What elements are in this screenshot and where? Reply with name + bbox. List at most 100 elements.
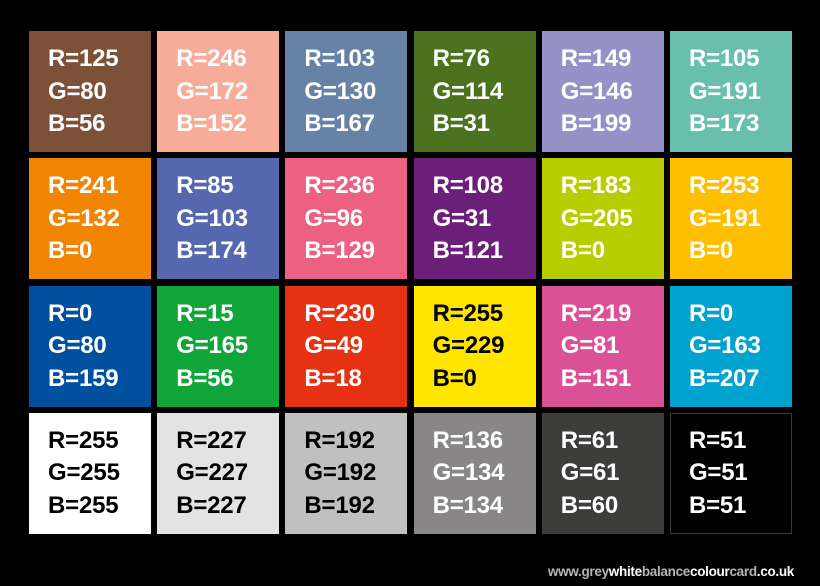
swatch-r-value: R=51 <box>688 426 747 454</box>
swatch-g-value: G=191 <box>688 77 761 105</box>
swatch-r-value: R=0 <box>688 299 734 327</box>
colour-swatch: R=105 G=191 B=173 <box>669 31 792 152</box>
colour-swatch: R=183 G=205 B=0 <box>541 158 664 280</box>
colour-swatch: R=103 G=130 B=167 <box>285 31 408 152</box>
colour-swatch: R=125 G=80 B=56 <box>29 31 151 152</box>
swatch-b-value: B=192 <box>304 491 375 519</box>
swatch-b-value: B=129 <box>304 237 375 265</box>
swatch-g-value: G=163 <box>688 332 761 360</box>
swatch-g-value: G=229 <box>432 332 505 360</box>
swatch-b-value: B=134 <box>432 491 504 519</box>
colour-swatch: R=255 G=255 B=255 <box>29 412 151 534</box>
colour-swatch: R=136 G=134 B=134 <box>413 412 536 534</box>
swatch-b-value: B=151 <box>560 364 632 392</box>
swatch-b-value: B=18 <box>304 364 362 392</box>
swatch-b-value: B=0 <box>560 237 605 265</box>
colour-swatch: R=227 G=227 B=227 <box>157 412 280 534</box>
swatch-g-value: G=80 <box>48 332 107 360</box>
swatch-b-value: B=255 <box>48 491 119 519</box>
swatch-g-value: G=192 <box>304 459 377 487</box>
swatch-b-value: B=0 <box>48 237 93 265</box>
swatch-g-value: G=165 <box>176 332 248 360</box>
colour-swatch: R=246 G=172 B=152 <box>157 31 280 152</box>
swatch-r-value: R=149 <box>560 45 632 72</box>
swatch-r-value: R=15 <box>176 299 234 327</box>
swatch-r-value: R=105 <box>688 45 760 72</box>
swatch-b-value: B=56 <box>176 364 234 392</box>
swatch-r-value: R=236 <box>304 172 375 200</box>
url-colour: colour <box>690 564 730 579</box>
colour-swatch: R=236 G=96 B=129 <box>285 158 408 280</box>
colour-swatch: R=15 G=165 B=56 <box>157 285 280 407</box>
swatch-b-value: B=0 <box>688 237 734 265</box>
swatch-r-value: R=136 <box>432 426 504 454</box>
swatch-r-value: R=241 <box>48 172 119 200</box>
swatch-g-value: G=80 <box>48 77 107 105</box>
swatch-g-value: G=146 <box>560 77 633 105</box>
url-prefix: www. <box>547 564 582 579</box>
swatch-g-value: G=255 <box>48 459 120 487</box>
swatch-g-value: G=205 <box>560 204 633 232</box>
colour-swatch: R=0 G=80 B=159 <box>29 285 151 407</box>
swatch-r-value: R=192 <box>304 426 375 454</box>
colour-swatch: R=0 G=163 B=207 <box>669 285 792 407</box>
swatch-r-value: R=219 <box>560 299 632 327</box>
swatch-r-value: R=230 <box>304 299 375 327</box>
website-url: www.greywhitebalancecolourcard.co.uk <box>548 564 794 579</box>
swatch-b-value: B=207 <box>688 364 760 392</box>
swatch-g-value: G=227 <box>176 459 248 487</box>
swatch-r-value: R=246 <box>176 45 247 72</box>
swatch-r-value: R=255 <box>48 426 119 454</box>
swatch-b-value: B=227 <box>176 491 247 519</box>
swatch-r-value: R=103 <box>304 45 375 72</box>
swatch-b-value: B=173 <box>688 110 760 137</box>
swatch-r-value: R=0 <box>48 299 93 327</box>
swatch-r-value: R=253 <box>688 172 760 200</box>
swatch-r-value: R=61 <box>560 426 618 454</box>
swatch-g-value: G=31 <box>432 204 492 232</box>
colour-swatch: R=219 G=81 B=151 <box>541 285 664 407</box>
swatch-b-value: B=152 <box>176 110 247 137</box>
swatch-g-value: G=96 <box>304 204 363 232</box>
colour-swatch: R=108 G=31 B=121 <box>413 158 536 280</box>
colour-swatch: R=241 G=132 B=0 <box>29 158 151 280</box>
swatch-b-value: B=167 <box>304 110 375 137</box>
swatch-g-value: G=132 <box>48 204 120 232</box>
swatch-r-value: R=125 <box>48 45 119 72</box>
swatch-b-value: B=199 <box>560 110 632 137</box>
swatch-g-value: G=114 <box>432 77 504 105</box>
url-white: white <box>608 564 642 579</box>
swatch-r-value: R=108 <box>432 172 504 200</box>
swatch-b-value: B=60 <box>560 491 618 519</box>
swatch-b-value: B=31 <box>432 110 490 137</box>
swatch-g-value: G=51 <box>688 459 748 487</box>
colour-swatch: R=255 G=229 B=0 <box>413 285 536 407</box>
swatch-r-value: R=76 <box>432 45 490 72</box>
swatch-b-value: B=0 <box>432 364 477 392</box>
swatch-g-value: G=130 <box>304 77 377 105</box>
swatch-r-value: R=255 <box>432 299 504 327</box>
swatch-g-value: G=191 <box>688 204 761 232</box>
swatch-g-value: G=103 <box>176 204 248 232</box>
swatch-b-value: B=159 <box>48 364 119 392</box>
colour-swatch: R=85 G=103 B=174 <box>157 158 280 280</box>
swatch-g-value: G=49 <box>304 332 363 360</box>
colour-swatch: R=192 G=192 B=192 <box>285 412 408 534</box>
colour-swatch: R=230 G=49 B=18 <box>285 285 408 407</box>
colour-swatch: R=76 G=114 B=31 <box>413 31 536 152</box>
swatch-r-value: R=85 <box>176 172 234 200</box>
swatch-b-value: B=121 <box>432 237 504 265</box>
swatch-r-value: R=183 <box>560 172 632 200</box>
colour-swatch: R=61 G=61 B=60 <box>541 412 664 534</box>
url-balance: balance <box>641 564 690 579</box>
swatch-g-value: G=134 <box>432 459 505 487</box>
swatch-g-value: G=61 <box>560 459 620 487</box>
swatch-b-value: B=174 <box>176 237 247 265</box>
swatch-g-value: G=172 <box>176 77 248 105</box>
colour-swatch: R=51 G=51 B=51 <box>669 412 792 534</box>
swatch-grid: R=125 G=80 B=56 R=246 G=172 B=152 R=103 G=130 B=… <box>29 31 792 539</box>
url-card: card <box>729 564 757 579</box>
swatch-b-value: B=51 <box>688 491 747 519</box>
colour-swatch: R=149 G=146 B=199 <box>541 31 664 152</box>
